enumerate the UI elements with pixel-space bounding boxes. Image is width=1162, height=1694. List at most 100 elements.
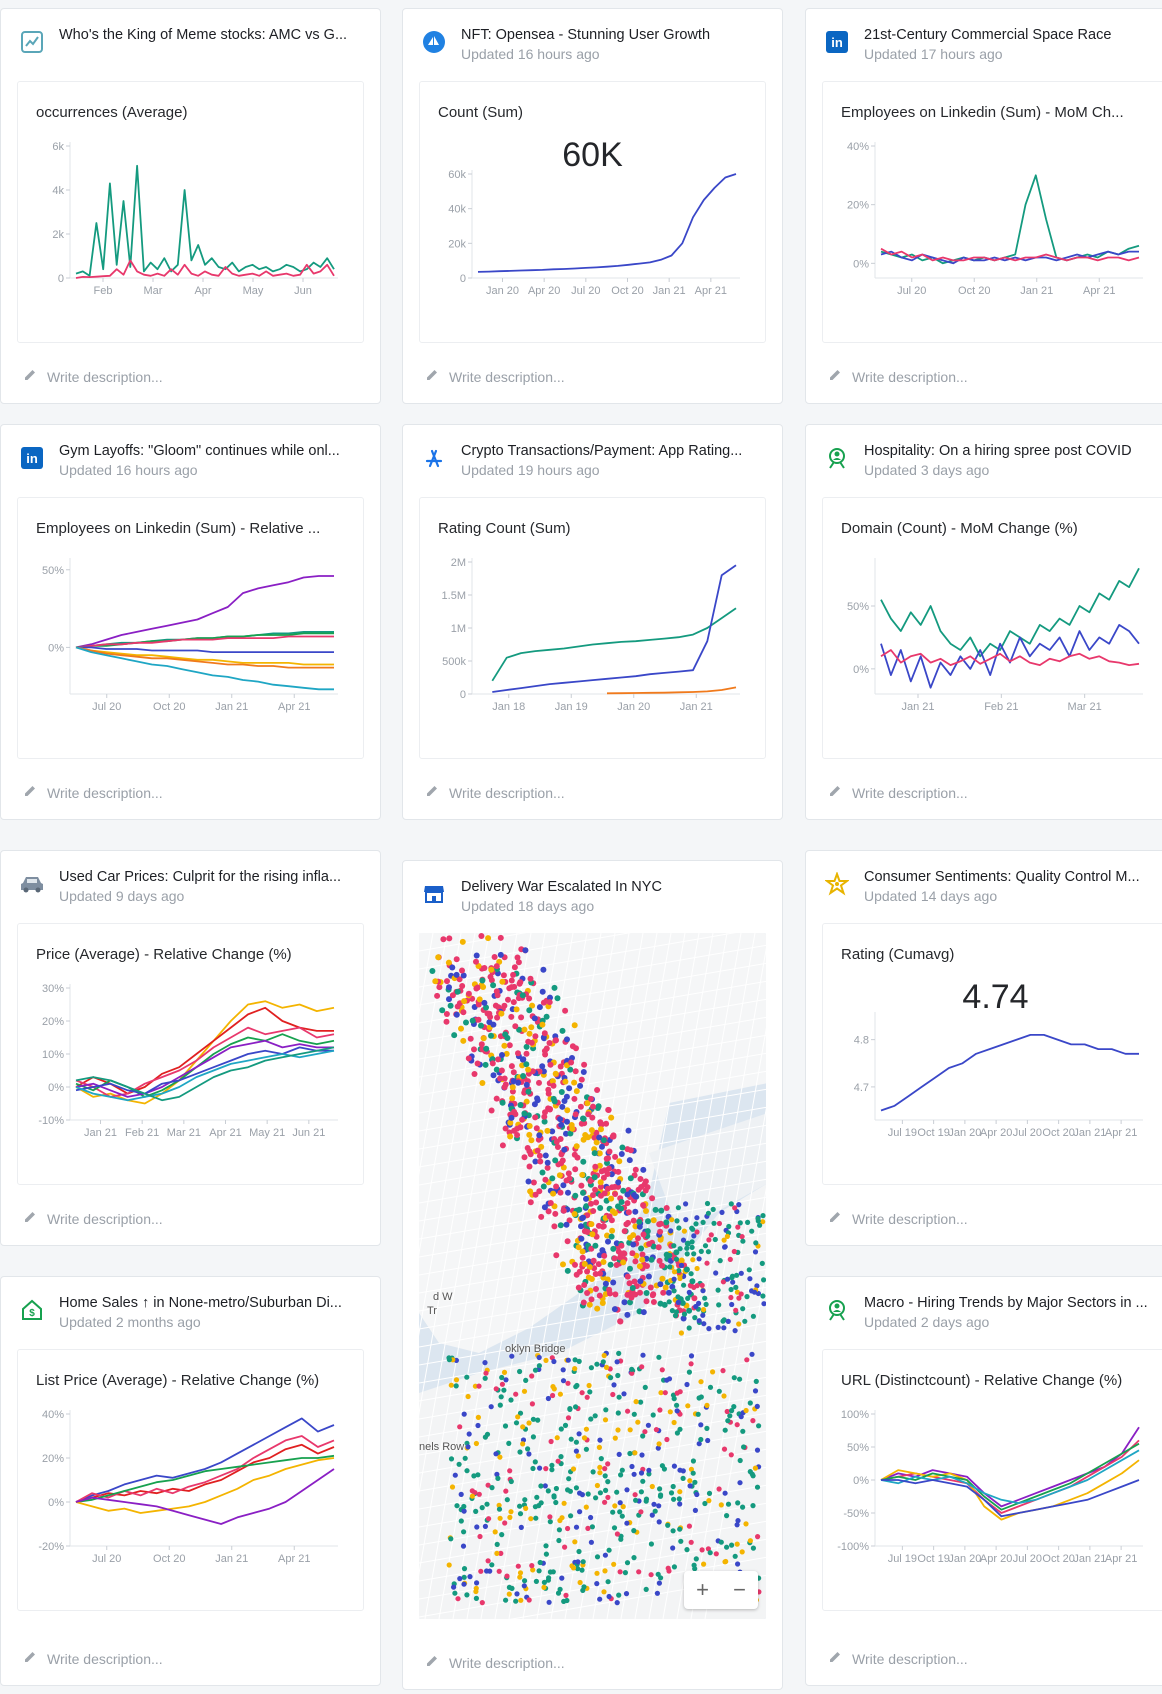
delivery-point	[511, 964, 518, 971]
delivery-point	[475, 1422, 481, 1429]
delivery-point	[559, 1515, 565, 1521]
y-tick-label: 6k	[52, 141, 64, 153]
delivery-point	[574, 1382, 580, 1389]
delivery-point	[651, 1501, 657, 1507]
delivery-point	[473, 1508, 479, 1514]
write-description-button[interactable]: Write description...	[828, 1650, 968, 1667]
card-title[interactable]: 21st-Century Commercial Space Race	[864, 27, 1112, 43]
delivery-point	[716, 1302, 722, 1308]
write-description-button[interactable]: Write description...	[23, 368, 163, 385]
delivery-point	[571, 1151, 578, 1158]
x-tick-label: Jan 21	[1073, 1553, 1106, 1565]
card-used-car-prices[interactable]: Used Car Prices: Culprit for the rising …	[0, 850, 381, 1246]
delivery-point	[525, 1088, 532, 1095]
delivery-point	[706, 1326, 712, 1332]
card-gym-layoffs[interactable]: in Gym Layoffs: "Gloom" continues while …	[0, 424, 381, 820]
delivery-point	[476, 1383, 482, 1389]
delivery-point	[680, 1475, 686, 1481]
delivery-map[interactable]: d W Tr oklyn Bridge nels Row + −	[419, 933, 766, 1619]
map-canvas[interactable]	[419, 933, 766, 1619]
pencil-icon	[828, 784, 842, 801]
card-meme-stocks[interactable]: Who's the King of Meme stocks: AMC vs G.…	[0, 8, 381, 404]
delivery-point	[629, 1370, 635, 1376]
delivery-point	[702, 1500, 708, 1507]
line-chart: -10% 0% 10% 20% 30% Jan 21 Feb 21 Mar 21 Apr 21 M…	[38, 983, 338, 1139]
x-tick-label: Oct 19	[917, 1553, 949, 1565]
delivery-point	[577, 1082, 584, 1089]
y-tick-label: -100%	[837, 1541, 869, 1553]
map-street	[419, 1016, 766, 1078]
map-street	[419, 1322, 766, 1384]
y-tick-label: 30%	[42, 983, 64, 995]
delivery-point	[607, 1261, 614, 1268]
write-description-button[interactable]: Write description...	[23, 1650, 163, 1667]
delivery-point	[565, 1189, 571, 1196]
delivery-point	[523, 1043, 530, 1050]
card-nft-opensea[interactable]: NFT: Opensea - Stunning User Growth Upda…	[402, 8, 783, 404]
card-title[interactable]: NFT: Opensea - Stunning User Growth	[461, 27, 711, 43]
delivery-point	[598, 1126, 604, 1133]
card-space-race[interactable]: in 21st-Century Commercial Space Race Up…	[805, 8, 1162, 404]
card-delivery-war-map[interactable]: Delivery War Escalated In NYC Updated 18…	[402, 860, 783, 1690]
delivery-point	[471, 1046, 477, 1053]
card-title[interactable]: Delivery War Escalated In NYC	[461, 879, 662, 895]
delivery-point	[506, 1591, 512, 1597]
panel-title: Rating (Cumavg)	[841, 946, 955, 963]
card-title[interactable]: Home Sales ↑ in None-metro/Suburban Di..…	[59, 1295, 342, 1311]
delivery-point	[752, 1249, 759, 1255]
delivery-point	[473, 985, 480, 992]
delivery-point	[729, 1275, 735, 1281]
card-title[interactable]: Hospitality: On a hiring spree post COVI…	[864, 443, 1132, 459]
delivery-point	[529, 1068, 536, 1075]
delivery-point	[547, 1061, 554, 1068]
delivery-point	[546, 1599, 552, 1605]
write-description-button[interactable]: Write description...	[828, 368, 968, 385]
write-description-button[interactable]: Write description...	[23, 1210, 163, 1227]
write-description-button[interactable]: Write description...	[828, 784, 968, 801]
delivery-point	[584, 1268, 591, 1275]
write-description-button[interactable]: Write description...	[828, 1210, 968, 1227]
x-tick-label: Feb 21	[984, 701, 1018, 713]
card-title[interactable]: Crypto Transactions/Payment: App Rating.…	[461, 443, 743, 459]
delivery-point	[545, 1395, 551, 1402]
card-title[interactable]: Who's the King of Meme stocks: AMC vs G.…	[59, 27, 348, 43]
series-line	[880, 567, 1140, 658]
delivery-point	[564, 1036, 570, 1043]
card-hospitality[interactable]: Hospitality: On a hiring spree post COVI…	[805, 424, 1162, 820]
delivery-point	[488, 977, 495, 984]
card-crypto-transactions[interactable]: Crypto Transactions/Payment: App Rating.…	[402, 424, 783, 820]
delivery-point	[638, 1245, 645, 1252]
delivery-point	[520, 1437, 527, 1443]
write-description-button[interactable]: Write description...	[425, 784, 565, 801]
delivery-point	[449, 1484, 456, 1490]
zoom-out-button[interactable]: −	[733, 1577, 746, 1602]
delivery-point	[591, 1134, 598, 1141]
delivery-point	[578, 1182, 585, 1189]
card-macro-hiring[interactable]: Macro - Hiring Trends by Major Sectors i…	[805, 1276, 1162, 1686]
write-description-button[interactable]: Write description...	[23, 784, 163, 801]
delivery-point	[629, 1366, 635, 1372]
delivery-point	[509, 1585, 515, 1591]
delivery-point	[677, 1426, 683, 1432]
card-title[interactable]: Used Car Prices: Culprit for the rising …	[59, 869, 342, 885]
delivery-point	[577, 1509, 583, 1515]
home-sales-icon: $	[19, 1297, 45, 1323]
card-consumer-sentiments[interactable]: Consumer Sentiments: Quality Control M..…	[805, 850, 1162, 1246]
x-tick-label: Oct 20	[1042, 1127, 1074, 1139]
delivery-point	[743, 1521, 749, 1527]
map-street	[452, 933, 574, 1619]
delivery-point	[578, 1223, 584, 1230]
write-description-button[interactable]: Write description...	[425, 368, 565, 385]
y-tick-label: 40%	[847, 141, 869, 153]
delivery-point	[481, 965, 488, 971]
delivery-point	[448, 1456, 455, 1462]
chart-panel: Employees on Linkedin (Sum) - MoM Ch... …	[822, 81, 1162, 343]
card-title[interactable]: Gym Layoffs: "Gloom" continues while onl…	[59, 443, 340, 459]
card-home-sales[interactable]: $ Home Sales ↑ in None-metro/Suburban Di…	[0, 1276, 381, 1686]
zoom-in-button[interactable]: +	[696, 1577, 709, 1602]
card-title[interactable]: Consumer Sentiments: Quality Control M..…	[864, 869, 1140, 885]
card-title[interactable]: Macro - Hiring Trends by Major Sectors i…	[864, 1295, 1148, 1311]
delivery-point	[481, 999, 488, 1006]
delivery-point	[452, 1472, 458, 1478]
write-description-button[interactable]: Write description...	[425, 1654, 565, 1671]
